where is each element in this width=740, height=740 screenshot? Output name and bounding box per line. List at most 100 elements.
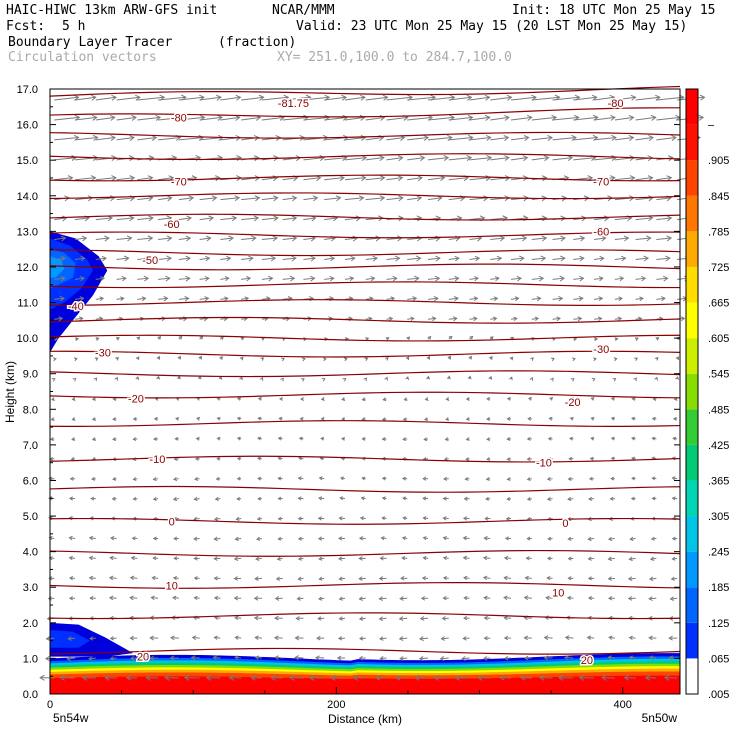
wind-vector <box>359 617 366 620</box>
wind-vector-head <box>234 615 239 621</box>
wind-vector <box>469 277 479 280</box>
wind-vector <box>656 177 672 181</box>
wind-vector-head <box>109 656 114 661</box>
wind-vector-head <box>108 595 114 601</box>
wind-vector-head <box>153 416 158 421</box>
wind-vector <box>303 96 330 101</box>
wind-vector-head <box>631 416 635 421</box>
wind-vector <box>448 116 473 121</box>
wind-vector-head <box>341 397 346 402</box>
wind-vector-head <box>152 536 157 541</box>
wind-vector <box>365 297 373 300</box>
wind-vector-head <box>48 496 53 501</box>
wind-vector-head <box>531 94 537 101</box>
wind-vector-head <box>52 357 57 362</box>
wind-vector-head <box>213 635 218 640</box>
wind-vector-head <box>177 355 181 360</box>
contour-label: -80 <box>608 98 624 110</box>
wind-vector-head <box>164 674 170 681</box>
wind-vector-head <box>236 436 241 441</box>
wind-vector-head <box>47 596 52 601</box>
wind-vector <box>594 317 602 320</box>
wind-vector-head <box>431 316 437 322</box>
wind-vector-head <box>541 175 548 182</box>
wind-vector-head <box>526 436 531 441</box>
wind-vector-head <box>254 635 259 641</box>
wind-vector-head <box>559 275 566 282</box>
wind-vector <box>344 116 365 121</box>
wind-vector-head <box>628 556 633 562</box>
colorbar-swatch <box>686 160 698 196</box>
wind-vector-head <box>414 275 420 282</box>
wind-vector-head <box>213 595 219 601</box>
wind-vector-head <box>231 215 238 222</box>
wind-vector-head <box>68 496 74 501</box>
wind-vector-head <box>522 155 529 162</box>
y-tick-label: 2.0 <box>23 618 38 630</box>
isotherm-line <box>49 391 681 399</box>
wind-vector-head <box>59 295 65 302</box>
wind-vector-head <box>381 496 386 501</box>
wind-vector <box>649 656 657 659</box>
wind-vector <box>531 317 539 320</box>
wind-vector-head <box>426 355 430 360</box>
wind-vector <box>255 557 262 560</box>
wind-vector <box>344 257 355 260</box>
wind-vector-head <box>234 195 241 202</box>
wind-vector <box>75 317 83 320</box>
wind-vector-head <box>382 94 389 101</box>
y-tick-label: 5.0 <box>23 511 38 523</box>
wind-vector-head <box>316 635 321 641</box>
wind-vector-head <box>233 595 239 601</box>
wind-vector-head <box>177 375 181 380</box>
wind-vector <box>484 597 491 599</box>
colorbar-label: .545 <box>708 369 729 381</box>
wind-vector-head <box>297 556 302 561</box>
isotherm-line <box>49 299 681 306</box>
wind-vector <box>490 297 498 300</box>
wind-vector-head <box>415 255 422 262</box>
wind-vector <box>587 636 595 639</box>
colorbar-swatch <box>686 373 698 410</box>
colorbar-label: .605 <box>708 333 729 345</box>
wind-vector-head <box>646 235 652 242</box>
wind-vector-head <box>483 636 488 641</box>
wind-vector-head <box>541 195 548 202</box>
wind-vector <box>89 657 96 660</box>
wind-vector <box>448 297 459 300</box>
wind-vector-head <box>570 378 575 382</box>
colorbar-swatch <box>686 231 698 267</box>
wind-vector-head <box>422 496 427 501</box>
wind-vector-head <box>610 396 615 401</box>
wind-vector-head <box>406 336 411 341</box>
wind-vector <box>594 116 615 121</box>
wind-vector-head <box>634 357 639 362</box>
wind-vector <box>344 96 365 101</box>
wind-vector <box>158 297 168 300</box>
wind-vector-head <box>88 535 94 541</box>
wind-vector-head <box>191 635 197 641</box>
wind-vector-head <box>609 175 616 182</box>
wind-vector-head <box>338 516 343 521</box>
wind-vector <box>220 237 234 241</box>
contour-label: -60 <box>593 226 609 238</box>
wind-vector <box>524 616 532 619</box>
wind-vector-head <box>217 114 223 121</box>
wind-vector-head <box>213 536 218 542</box>
wind-vector-head <box>88 555 94 561</box>
wind-vector <box>427 96 455 101</box>
wind-vector <box>199 297 209 300</box>
wind-vector <box>95 96 117 101</box>
wind-vector-head <box>556 316 562 322</box>
wind-vector-head <box>268 275 274 282</box>
wind-vector-head <box>587 556 592 561</box>
wind-vector <box>74 297 84 300</box>
wind-vector-head <box>503 615 508 621</box>
wind-vector-head <box>254 195 261 202</box>
wind-vector-head <box>651 416 656 421</box>
y-axis-label: Height (km) <box>3 361 17 423</box>
wind-vector-head <box>513 316 518 321</box>
wind-vector <box>261 317 268 320</box>
wind-vector <box>656 96 684 101</box>
wind-vector-head <box>93 377 98 382</box>
